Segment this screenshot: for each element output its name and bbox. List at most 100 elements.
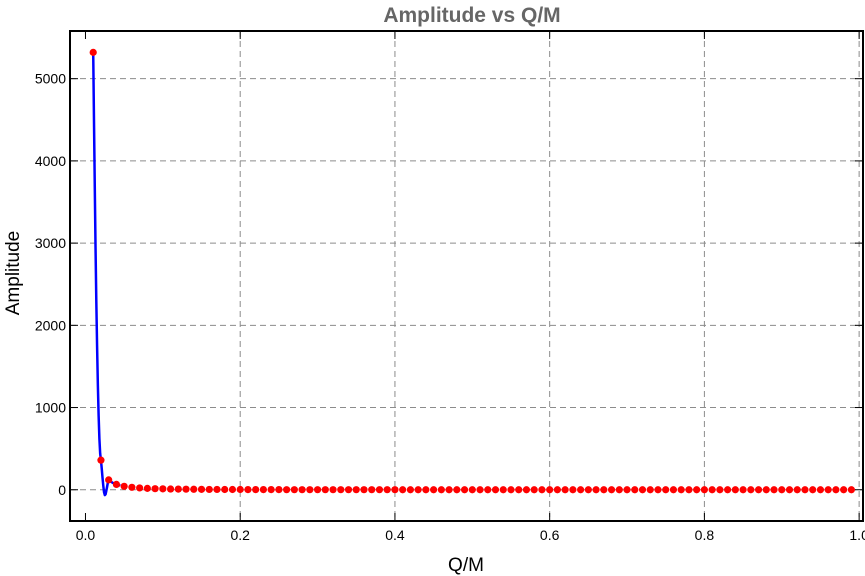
data-point <box>770 486 778 494</box>
data-point <box>252 485 260 494</box>
data-point <box>236 485 244 494</box>
data-point <box>577 486 585 494</box>
y-tick-labels: 0 1000 2000 3000 4000 5000 <box>35 71 66 498</box>
x-tick-label: 0.0 <box>76 527 96 543</box>
data-point <box>538 486 546 494</box>
data-point <box>360 486 368 494</box>
data-point <box>662 486 670 494</box>
data-point <box>546 486 554 494</box>
data-point <box>515 486 523 494</box>
data-point <box>592 486 600 494</box>
data-point <box>166 485 175 493</box>
chart-title: Amplitude vs Q/M <box>383 4 560 27</box>
data-point <box>221 485 229 494</box>
data-point <box>399 486 407 494</box>
data-point <box>383 486 391 494</box>
data-point <box>298 486 306 494</box>
data-point <box>739 486 747 494</box>
data-point <box>205 485 213 494</box>
data-point <box>267 485 275 494</box>
data-point <box>553 486 562 494</box>
data-point <box>151 485 159 493</box>
data-point <box>391 486 399 494</box>
data-point <box>569 486 577 494</box>
data-point <box>112 480 121 489</box>
data-point <box>731 486 739 494</box>
data-point <box>437 486 445 494</box>
data-point <box>754 486 763 494</box>
y-axis-label: Amplitude <box>3 231 24 316</box>
data-point <box>584 486 592 494</box>
data-point <box>507 486 515 494</box>
data-point <box>623 486 631 494</box>
data-point <box>561 486 569 494</box>
data-point <box>337 486 345 494</box>
x-tick-label: 0.4 <box>385 527 405 543</box>
gridlines <box>70 31 863 521</box>
data-point <box>375 486 384 494</box>
data-point <box>638 486 647 494</box>
data-point <box>832 486 840 494</box>
fit-line <box>91 52 121 497</box>
x-tick-label: 0.8 <box>695 527 715 543</box>
data-point <box>213 485 221 494</box>
data-point <box>747 486 755 494</box>
data-point <box>120 482 128 490</box>
data-point <box>693 486 701 494</box>
data-point <box>329 486 337 494</box>
data-point <box>190 485 198 493</box>
plot-frame <box>69 30 864 522</box>
x-tick-label: 1.0 <box>849 527 865 543</box>
data-point <box>313 486 322 494</box>
data-point <box>793 486 801 494</box>
data-point <box>607 486 616 494</box>
data-point <box>646 486 654 494</box>
data-point <box>631 486 639 494</box>
data-point <box>460 486 469 494</box>
data-point <box>344 486 353 494</box>
data-point <box>654 486 662 494</box>
plot-area <box>89 48 856 497</box>
data-point <box>615 486 623 494</box>
data-point <box>128 483 136 491</box>
y-tick-label: 0 <box>58 482 66 498</box>
data-point <box>677 486 685 494</box>
data-point <box>283 486 291 494</box>
data-point <box>414 486 422 494</box>
data-point <box>801 486 809 494</box>
y-tick-label: 3000 <box>35 235 66 251</box>
data-point <box>143 484 151 492</box>
data-point <box>136 484 144 492</box>
data-point <box>228 485 237 494</box>
data-point <box>685 486 693 494</box>
data-point <box>499 486 507 494</box>
data-point <box>445 486 453 494</box>
data-point <box>530 486 538 494</box>
data-point <box>762 486 770 494</box>
data-point <box>352 486 360 494</box>
data-point <box>406 486 415 494</box>
data-point <box>522 486 531 494</box>
data-point <box>778 486 786 494</box>
data-point <box>422 486 430 494</box>
axis-ticks <box>70 31 863 521</box>
data-point <box>244 485 252 494</box>
data-point <box>785 486 794 494</box>
data-point <box>290 486 298 494</box>
data-point <box>105 476 113 484</box>
y-tick-label: 2000 <box>35 317 66 333</box>
x-tick-label: 0.2 <box>230 527 250 543</box>
data-point <box>476 486 484 494</box>
data-point <box>669 486 678 494</box>
data-point <box>824 486 832 494</box>
data-point <box>809 486 817 494</box>
data-point <box>275 485 283 494</box>
y-tick-label: 4000 <box>35 153 66 169</box>
y-tick-label: 1000 <box>35 400 66 416</box>
data-point <box>453 486 461 494</box>
data-point <box>724 486 732 494</box>
data-point <box>159 485 167 493</box>
data-point <box>321 486 329 494</box>
data-point <box>700 486 709 494</box>
